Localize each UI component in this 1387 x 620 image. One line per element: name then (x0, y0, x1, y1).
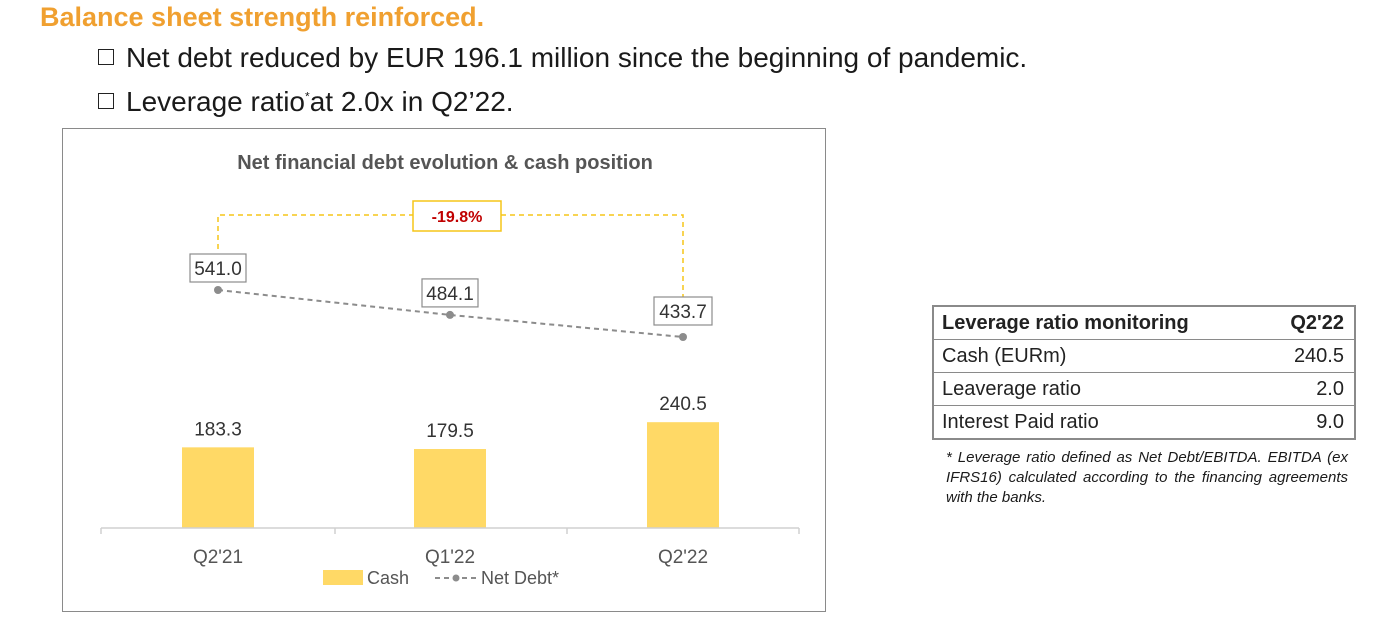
footnote-marker: * (305, 89, 310, 104)
net-debt-point (679, 333, 687, 341)
chart-title: Net financial debt evolution & cash posi… (237, 152, 653, 174)
net-debt-label: 484.1 (426, 284, 474, 305)
footnote: * Leverage ratio defined as Net Debt/EBI… (946, 449, 1348, 506)
chart-panel: Net financial debt evolution & cash posi… (62, 128, 826, 612)
legend-net-debt-marker (452, 574, 460, 582)
net-debt-label-box (653, 296, 713, 326)
change-badge-label: -19.8% (432, 209, 483, 226)
table-header-row: Leverage ratio monitoring Q2'22 (933, 306, 1355, 340)
leverage-table: Leverage ratio monitoring Q2'22 Cash (EURm… (932, 305, 1356, 440)
table-label-cell: Cash (EURm) (933, 339, 1265, 373)
net-debt-point (214, 286, 222, 294)
x-tick-label: Q2'21 (193, 547, 243, 568)
legend-net-debt-label: Net Debt* (481, 568, 559, 588)
table-value-cell: 240.5 (1264, 339, 1355, 373)
bullet-text: Leverage ratio (126, 86, 306, 117)
table-value-cell: 9.0 (1264, 405, 1355, 439)
checkbox-bullet-icon (98, 92, 114, 109)
net-debt-label-box (189, 253, 247, 283)
cash-bar (647, 422, 719, 528)
table-row: Cash (EURm) 240.5 (933, 339, 1355, 373)
table-header-cell: Leverage ratio monitoring (942, 311, 1189, 334)
table-header-cell: Q2'22 (1290, 311, 1344, 334)
net-debt-label: 433.7 (659, 302, 707, 323)
table-value-cell: 2.0 (1264, 372, 1355, 406)
chart: Net financial debt evolution & cash posi… (100, 152, 800, 588)
legend-cash-swatch (323, 570, 363, 585)
net-debt-label-box (421, 278, 479, 308)
x-tick-label: Q2'22 (658, 547, 708, 568)
legend-cash-label: Cash (367, 568, 409, 588)
cash-bar-label: 179.5 (426, 421, 474, 442)
cash-bar (414, 449, 486, 528)
change-badge (412, 200, 502, 232)
table-row: Leaverage ratio 2.0 (933, 372, 1355, 406)
net-debt-line (217, 289, 684, 338)
bullet-text: at 2.0x in Q2’22. (309, 86, 514, 117)
net-debt-label: 541.0 (194, 259, 242, 280)
net-debt-point (446, 310, 454, 319)
bullet-leverage: Leverage ratio*at 2.0x in Q2’22. (98, 86, 514, 118)
cash-bar (182, 447, 254, 528)
table-label-cell: Interest Paid ratio (933, 405, 1265, 439)
x-tick-label: Q1'22 (425, 547, 475, 568)
checkbox-bullet-icon (98, 48, 114, 65)
cash-bar-label: 183.3 (194, 419, 242, 440)
change-bracket (217, 214, 684, 299)
bullet-net-debt: Net debt reduced by EUR 196.1 million si… (98, 42, 1027, 74)
table-row: Interest Paid ratio 9.0 (933, 405, 1355, 439)
table-label-cell: Leaverage ratio (933, 372, 1265, 406)
bullet-text: Net debt reduced by EUR 196.1 million si… (126, 42, 1028, 73)
page-heading: Balance sheet strength reinforced. (40, 2, 485, 32)
cash-bar-label: 240.5 (659, 394, 707, 415)
